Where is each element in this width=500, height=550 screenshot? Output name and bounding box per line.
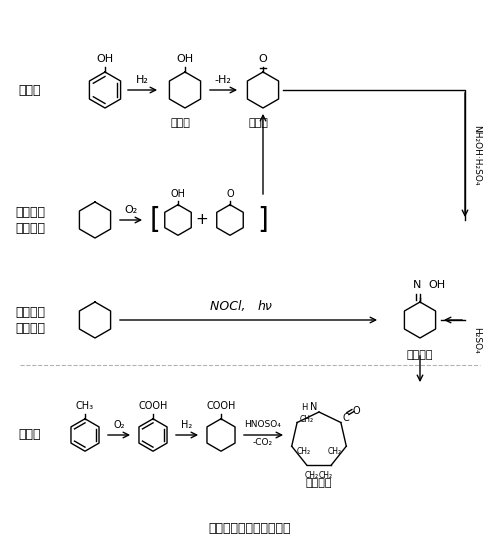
Text: H: H xyxy=(301,403,307,411)
Text: CH₃: CH₃ xyxy=(76,401,94,411)
Text: -CO₂: -CO₂ xyxy=(253,438,273,447)
Text: CH₂: CH₂ xyxy=(296,447,311,456)
Text: COOH: COOH xyxy=(206,401,236,411)
Text: OH: OH xyxy=(96,54,114,64)
Text: N: N xyxy=(413,280,421,290)
Text: -H₂: -H₂ xyxy=(214,75,232,85)
Text: CH₂: CH₂ xyxy=(300,415,314,424)
Text: CH₂: CH₂ xyxy=(319,471,333,480)
Text: HNOSO₄: HNOSO₄ xyxy=(244,420,282,429)
Text: C: C xyxy=(342,412,349,422)
Text: H₂SO₄: H₂SO₄ xyxy=(472,327,481,354)
Text: H₂: H₂ xyxy=(182,420,192,430)
Text: H₂: H₂ xyxy=(136,75,148,85)
Text: 环己烷光
亚硝化法: 环己烷光 亚硝化法 xyxy=(15,305,45,334)
Text: hν: hν xyxy=(258,300,272,313)
Text: O: O xyxy=(226,189,234,199)
Text: OH: OH xyxy=(176,54,194,64)
Text: 环己酮肟: 环己酮肟 xyxy=(407,350,433,360)
Text: O: O xyxy=(352,405,360,416)
Text: ]: ] xyxy=(258,206,268,234)
Text: NOCl,: NOCl, xyxy=(210,300,250,313)
Text: N: N xyxy=(310,402,318,412)
Text: O: O xyxy=(258,54,268,64)
Text: 己内酰胺: 己内酰胺 xyxy=(306,478,332,488)
Text: CH₂: CH₂ xyxy=(327,447,342,456)
Text: COOH: COOH xyxy=(138,401,168,411)
Text: 环己酮: 环己酮 xyxy=(248,118,268,128)
Text: O₂: O₂ xyxy=(113,420,125,430)
Text: 己内酰胺主要合成路线图: 己内酰胺主要合成路线图 xyxy=(209,521,291,535)
Text: 甲苯法: 甲苯法 xyxy=(19,428,41,442)
Text: OH: OH xyxy=(428,280,445,290)
Text: [: [ xyxy=(150,206,161,234)
Text: 苯酚法: 苯酚法 xyxy=(19,84,41,96)
Text: OH: OH xyxy=(170,189,186,199)
Text: NH₂OH·H₂SO₄: NH₂OH·H₂SO₄ xyxy=(472,125,481,185)
Text: O₂: O₂ xyxy=(124,205,138,215)
Text: CH₂: CH₂ xyxy=(305,471,319,480)
Text: 环己醇: 环己醇 xyxy=(170,118,190,128)
Text: 环己烷空
气氧化法: 环己烷空 气氧化法 xyxy=(15,206,45,234)
Text: +: + xyxy=(196,212,208,228)
